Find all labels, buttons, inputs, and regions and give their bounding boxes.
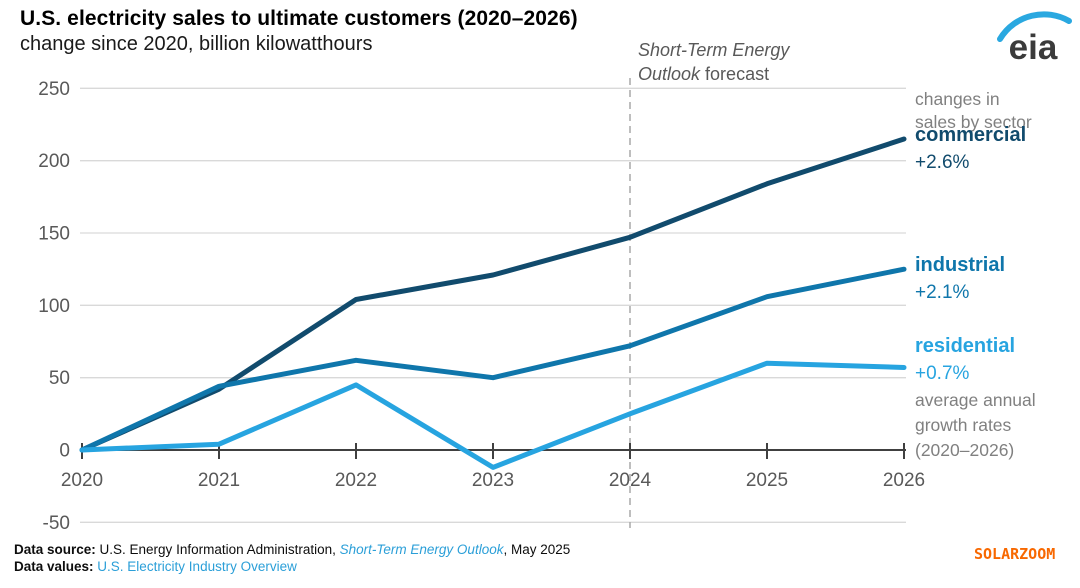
eia-logo: eia bbox=[995, 8, 1073, 67]
y-tick-label--50: -50 bbox=[43, 513, 70, 534]
x-tick-label-2026: 2026 bbox=[883, 470, 925, 491]
steo-link[interactable]: Short-Term Energy Outlook bbox=[339, 542, 504, 557]
industry-overview-link[interactable]: U.S. Electricity Industry Overview bbox=[97, 558, 297, 574]
sector-note: changes in sales by sector bbox=[915, 88, 1032, 134]
growth-note-line2: growth rates bbox=[915, 415, 1012, 435]
x-tick-label-2023: 2023 bbox=[472, 470, 514, 491]
eia-swoosh-icon bbox=[997, 11, 1072, 42]
data-source-text: U.S. Energy Information Administration, bbox=[95, 542, 340, 557]
industrial-line bbox=[79, 266, 907, 453]
chart-subtitle: change since 2020, billion kilowatthours bbox=[20, 33, 373, 55]
x-tick-label-2022: 2022 bbox=[335, 470, 377, 491]
y-tick-label-100: 100 bbox=[38, 296, 70, 317]
x-tick-label-2021: 2021 bbox=[198, 470, 240, 491]
data-source-label: Data source: bbox=[14, 542, 96, 557]
residential-growth-rate: +0.7% bbox=[915, 363, 970, 384]
y-tick-label-0: 0 bbox=[59, 441, 70, 462]
forecast-label: Short-Term Energy Outlook forecast bbox=[638, 38, 789, 86]
commercial-series-name: commercial bbox=[915, 124, 1027, 146]
data-source-suffix: , May 2025 bbox=[503, 542, 571, 557]
chart-title: U.S. electricity sales to ultimate custo… bbox=[20, 7, 578, 30]
industrial-label: industrial +2.1% bbox=[915, 252, 1005, 305]
forecast-label-line1: Short-Term Energy bbox=[638, 40, 790, 60]
eia-logo-text: eia bbox=[1009, 28, 1058, 66]
data-source-line: Data source: U.S. Energy Information Adm… bbox=[14, 542, 570, 559]
commercial-growth-rate: +2.6% bbox=[915, 152, 970, 173]
x-tick-label-2024: 2024 bbox=[609, 470, 652, 491]
data-values-label: Data values: bbox=[14, 558, 98, 574]
x-tick-label-2020: 2020 bbox=[61, 470, 103, 491]
growth-note: average annual growth rates (2020–2026) bbox=[915, 388, 1036, 463]
eia-logo-graphic: eia bbox=[997, 11, 1072, 67]
forecast-label-line2-regular: forecast bbox=[700, 64, 770, 84]
commercial-label: commercial +2.6% bbox=[915, 122, 1026, 175]
residential-line bbox=[79, 360, 907, 470]
x-tick-label-2025: 2025 bbox=[746, 470, 788, 491]
residential-series-name: residential bbox=[915, 335, 1016, 357]
growth-note-line3: (2020–2026) bbox=[915, 440, 1015, 460]
data-values-line: Data values: U.S. Electricity Industry O… bbox=[14, 559, 570, 576]
footer: Data source: U.S. Energy Information Adm… bbox=[14, 542, 570, 575]
sector-note-line1: changes in bbox=[915, 89, 1000, 109]
industrial-series-name: industrial bbox=[915, 254, 1006, 276]
forecast-label-line2-italic: Outlook bbox=[638, 64, 701, 84]
y-tick-label-150: 150 bbox=[38, 224, 70, 245]
residential-label: residential +0.7% bbox=[915, 333, 1015, 386]
y-tick-label-50: 50 bbox=[49, 368, 70, 389]
growth-note-line1: average annual bbox=[915, 390, 1036, 410]
commercial-line bbox=[79, 136, 907, 453]
y-tick-label-250: 250 bbox=[38, 79, 70, 100]
solarzoom-watermark: SOLARZOOM bbox=[974, 545, 1056, 563]
industrial-growth-rate: +2.1% bbox=[915, 282, 970, 303]
y-tick-label-200: 200 bbox=[38, 151, 70, 172]
sector-note-line2: sales by sector bbox=[915, 112, 1032, 132]
